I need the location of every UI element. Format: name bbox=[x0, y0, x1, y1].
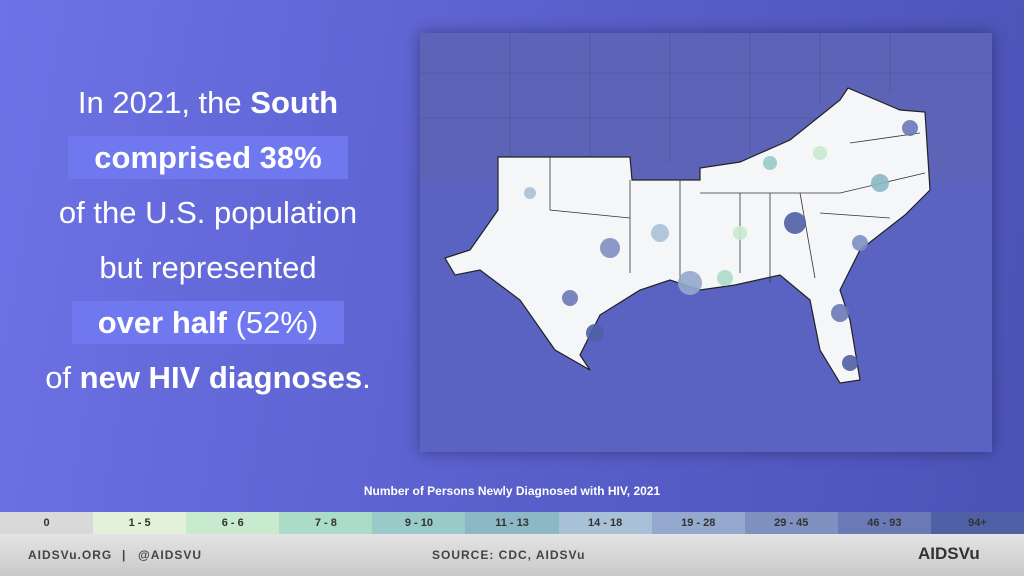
headline-text: over half bbox=[97, 305, 227, 340]
headline-text: . bbox=[362, 360, 371, 395]
source: SOURCE: CDC, AIDSVu bbox=[432, 548, 586, 562]
headline-text: South bbox=[250, 85, 339, 120]
legend-bin: 7 - 8 bbox=[279, 512, 373, 534]
headline-line: over half (52%) bbox=[8, 298, 408, 353]
headline-box: In 2021, the South bbox=[78, 85, 338, 120]
legend-bin: 1 - 5 bbox=[93, 512, 187, 534]
county-highlights bbox=[524, 120, 918, 371]
headline-box: comprised 38% bbox=[68, 136, 348, 179]
headline-text: of bbox=[45, 360, 80, 395]
social-handle[interactable]: @AIDSVU bbox=[138, 548, 203, 562]
map bbox=[420, 33, 992, 452]
headline: In 2021, the South comprised 38% of the U.… bbox=[8, 78, 408, 408]
legend-bin: 94+ bbox=[930, 512, 1024, 534]
footer: AIDSVu.ORG | @AIDSVU SOURCE: CDC, AIDSVu… bbox=[0, 534, 1024, 576]
legend-bin: 14 - 18 bbox=[558, 512, 652, 534]
headline-box: of new HIV diagnoses. bbox=[45, 360, 371, 395]
headline-text: but represented bbox=[99, 250, 317, 285]
site-link[interactable]: AIDSVu.ORG bbox=[28, 548, 113, 562]
legend-bin: 46 - 93 bbox=[837, 512, 931, 534]
legend-bin: 19 - 28 bbox=[651, 512, 745, 534]
headline-line: of the U.S. population bbox=[8, 188, 408, 243]
headline-text: of the U.S. population bbox=[58, 195, 358, 230]
logo: AIDSVu bbox=[918, 544, 980, 563]
headline-line: but represented bbox=[8, 243, 408, 298]
headline-text: (52%) bbox=[226, 305, 319, 340]
legend-bin: 29 - 45 bbox=[744, 512, 838, 534]
headline-line: In 2021, the South bbox=[8, 78, 408, 133]
headline-box: but represented bbox=[99, 250, 316, 285]
legend-bin: 6 - 6 bbox=[186, 512, 280, 534]
north-borders bbox=[420, 33, 992, 163]
headline-line: of new HIV diagnoses. bbox=[8, 353, 408, 408]
south-region bbox=[444, 87, 931, 384]
headline-text: In 2021, the bbox=[77, 85, 251, 120]
headline-box: over half (52%) bbox=[71, 301, 345, 344]
headline-text: new HIV diagnoses bbox=[79, 360, 363, 395]
legend-bin: 11 - 13 bbox=[465, 512, 559, 534]
legend-bin: 0 bbox=[0, 512, 94, 534]
headline-box: of the U.S. population bbox=[59, 195, 357, 230]
headline-text: comprised 38% bbox=[94, 140, 322, 175]
legend-bin: 9 - 10 bbox=[372, 512, 466, 534]
headline-line: comprised 38% bbox=[8, 133, 408, 188]
legend-title: Number of Persons Newly Diagnosed with H… bbox=[363, 484, 661, 498]
separator: | bbox=[122, 548, 127, 562]
